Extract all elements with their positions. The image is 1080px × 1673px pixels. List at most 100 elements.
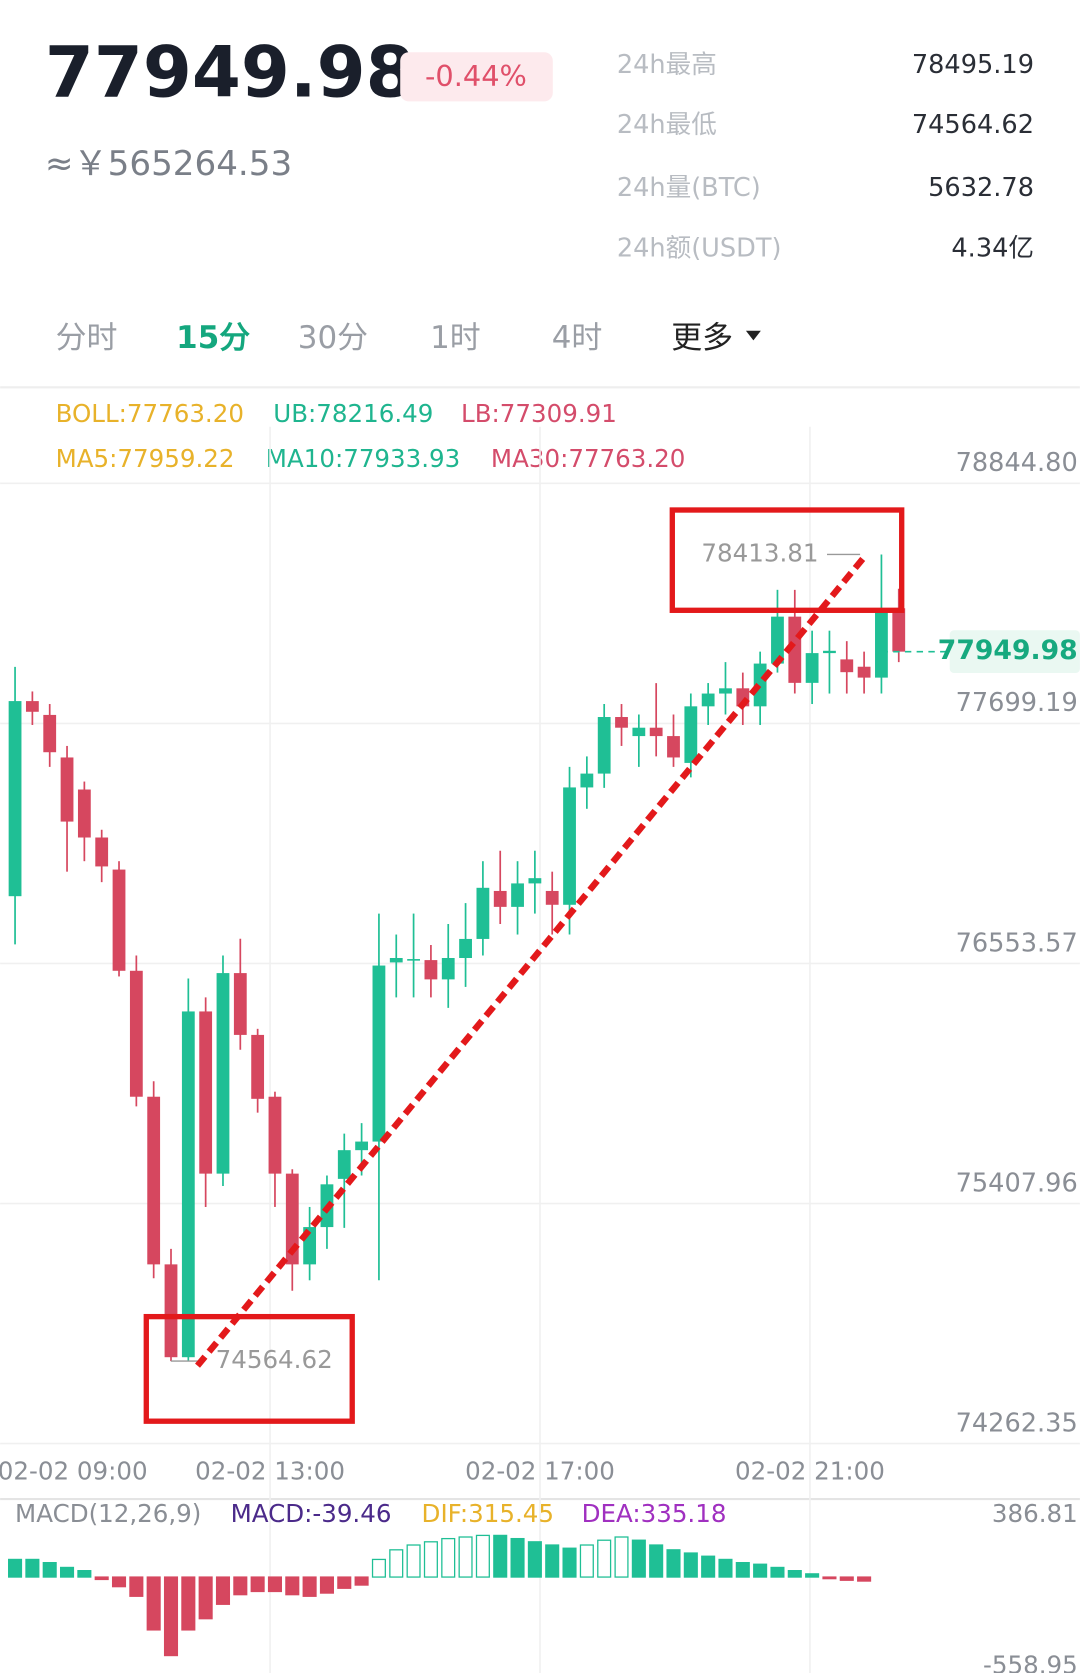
macd-bar <box>42 1561 57 1578</box>
boll-label: BOLL:77763.20 <box>56 399 244 428</box>
candle-body <box>285 1173 299 1265</box>
tab[interactable]: 更多 <box>671 320 733 356</box>
candle-body <box>684 706 698 763</box>
macd-label: DIF:315.45 <box>422 1499 554 1528</box>
candle-body <box>181 1011 195 1358</box>
tab[interactable]: 1时 <box>430 320 481 356</box>
candle-body <box>476 887 490 939</box>
macd-label: MACD(12,26,9) <box>15 1499 201 1528</box>
stat-value: 74564.62 <box>912 110 1034 140</box>
macd-tick-label: -558.95 <box>983 1651 1078 1673</box>
macd-bar <box>389 1549 404 1578</box>
macd-bar <box>8 1558 23 1578</box>
last-price-pill <box>949 630 1080 673</box>
macd-bar <box>805 1573 820 1578</box>
macd-bar <box>787 1570 802 1578</box>
candle-body <box>875 608 888 678</box>
candle-body <box>251 1034 265 1099</box>
candle-body <box>60 757 74 822</box>
candle-body <box>233 973 247 1035</box>
x-tick-label: 02-02 17:00 <box>465 1456 615 1485</box>
macd-bar <box>77 1570 92 1578</box>
candle-body <box>805 653 819 683</box>
tab[interactable]: 15分 <box>176 320 250 356</box>
tab[interactable]: 30分 <box>298 320 368 356</box>
candle-body <box>129 970 143 1097</box>
macd-bar <box>215 1576 231 1605</box>
macd-tick-label: 386.81 <box>992 1499 1078 1528</box>
boll-label: LB:77309.91 <box>461 399 617 428</box>
macd-bar <box>406 1544 421 1578</box>
annotation-box <box>143 1313 355 1424</box>
macd-bar <box>631 1539 646 1578</box>
candle-body <box>840 659 854 673</box>
macd-bar <box>527 1541 542 1578</box>
candle-body <box>892 608 906 652</box>
ma-label: MA5:77959.22 <box>56 444 235 473</box>
candle-body <box>216 973 230 1174</box>
candle-body <box>77 789 91 838</box>
macd-bar <box>493 1534 508 1578</box>
dropdown-arrow <box>745 330 761 341</box>
macd-label: DEA:335.18 <box>582 1499 727 1528</box>
macd-bar <box>510 1537 525 1578</box>
macd-bar <box>354 1576 369 1586</box>
macd-bar <box>839 1576 854 1581</box>
candle-body <box>823 650 836 654</box>
candle-body <box>8 701 22 897</box>
macd-bar <box>822 1576 837 1580</box>
macd-bar <box>597 1539 612 1578</box>
x-tick-label: 02-02 09:00 <box>0 1456 148 1485</box>
macd-bar <box>319 1576 334 1594</box>
candle-body <box>389 958 403 963</box>
macd-bar <box>129 1576 144 1597</box>
macd-bar <box>475 1534 490 1578</box>
macd-bar <box>285 1576 300 1596</box>
change-pill <box>400 52 553 102</box>
high-marker: 78413.81 <box>701 538 818 567</box>
candle-body <box>649 727 663 737</box>
candle-body <box>493 890 507 907</box>
stat-value: 5632.78 <box>928 173 1034 203</box>
macd-bar <box>579 1544 594 1578</box>
candle-body <box>771 616 784 664</box>
candle-body <box>43 714 57 753</box>
trend-line <box>195 554 867 1368</box>
candle-body <box>199 1011 213 1174</box>
macd-bar <box>423 1541 438 1578</box>
macd-bar <box>562 1547 577 1578</box>
tab[interactable]: 4时 <box>552 320 603 356</box>
candle-body <box>580 773 594 788</box>
stat-label: 24h额(USDT) <box>617 234 782 264</box>
macd-bar <box>718 1558 733 1578</box>
candle-body <box>545 890 559 905</box>
candle-body <box>95 837 109 867</box>
x-tick-label: 02-02 21:00 <box>735 1456 885 1485</box>
macd-bar <box>371 1558 386 1578</box>
stat-value: 78495.19 <box>912 50 1034 80</box>
candle-body <box>372 965 386 1142</box>
candle-body <box>268 1096 282 1174</box>
candle-body <box>528 878 542 884</box>
y-tick-label: 77699.19 <box>956 688 1078 718</box>
stat-label: 24h量(BTC) <box>617 173 761 203</box>
macd-bar <box>770 1566 785 1578</box>
candle-body <box>164 1264 178 1358</box>
candle-body <box>112 869 126 971</box>
macd-bar <box>666 1549 681 1578</box>
tab[interactable]: 分时 <box>56 320 118 356</box>
candle-body <box>407 959 420 961</box>
candle-body <box>355 1141 369 1151</box>
stat-label: 24h最低 <box>617 110 717 140</box>
macd-bar <box>25 1558 40 1578</box>
candle-body <box>563 787 576 905</box>
cny-price: ≈￥565264.53 <box>45 144 292 184</box>
candle-body <box>615 717 628 728</box>
change: -0.44% <box>425 59 527 93</box>
macd-bar <box>701 1555 716 1578</box>
y-tick-label: 76553.57 <box>956 928 1078 958</box>
macd-bar <box>337 1576 352 1589</box>
macd-bar <box>302 1576 317 1597</box>
candle-body <box>337 1150 351 1179</box>
